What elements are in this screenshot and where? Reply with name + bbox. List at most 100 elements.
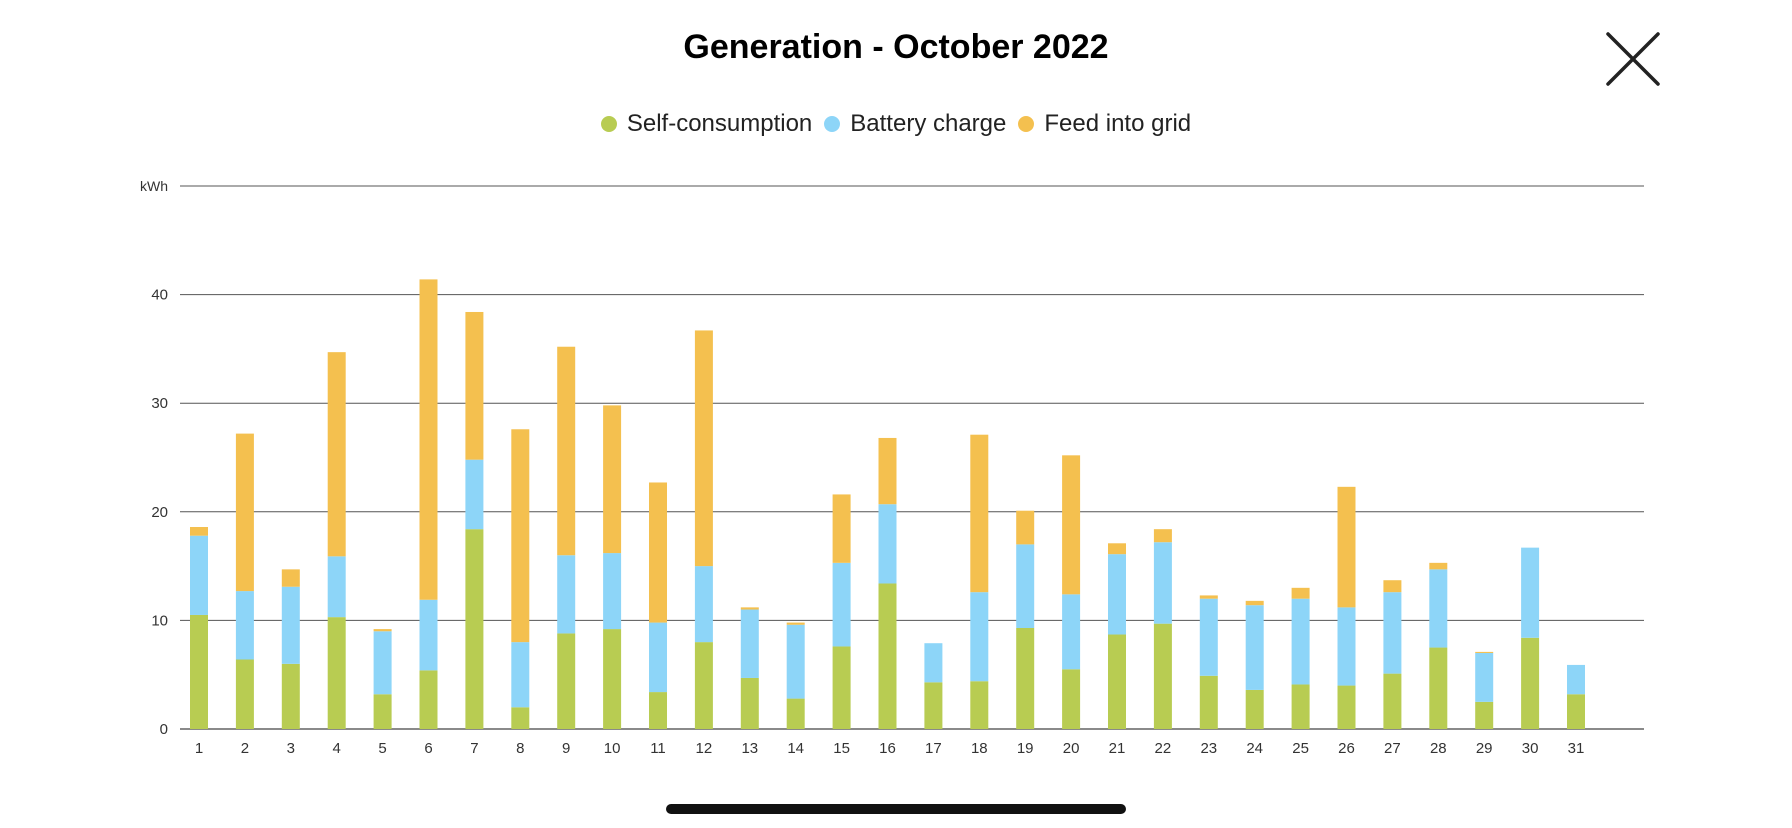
bar-10-series-1	[603, 553, 622, 630]
bar-8-series-0	[511, 707, 530, 729]
bar-24-series-0	[1245, 689, 1264, 729]
bar-4-series-0	[327, 617, 346, 729]
bar-30-series-0	[1521, 637, 1540, 729]
bar-15-series-1	[832, 562, 851, 647]
bar-18-series-0	[970, 681, 989, 729]
bar-14-series-0	[786, 698, 805, 729]
bar-19-series-2	[1016, 510, 1035, 545]
bar-27-series-2	[1383, 580, 1402, 593]
x-tick-label-18: 18	[971, 740, 988, 757]
x-tick-label-12: 12	[696, 740, 713, 757]
bar-12-series-2	[694, 330, 713, 567]
x-tick-label-14: 14	[787, 740, 804, 757]
bar-9-series-2	[557, 346, 576, 556]
bar-18-series-1	[970, 592, 989, 682]
bar-18-series-2	[970, 434, 989, 593]
bar-6-series-2	[419, 279, 438, 600]
bar-5-series-0	[373, 694, 392, 729]
bar-13-series-2	[740, 607, 759, 610]
x-tick-label-21: 21	[1109, 740, 1126, 757]
bar-15-series-0	[832, 646, 851, 729]
x-tick-label-28: 28	[1430, 740, 1447, 757]
bar-20-series-0	[1062, 669, 1081, 729]
x-tick-label-8: 8	[516, 740, 524, 757]
bar-8-series-2	[511, 429, 530, 643]
bar-19-series-0	[1016, 628, 1035, 729]
bar-25-series-1	[1291, 598, 1310, 685]
bar-27-series-0	[1383, 673, 1402, 729]
x-tick-label-16: 16	[879, 740, 896, 757]
bar-23-series-0	[1199, 675, 1218, 729]
bar-28-series-1	[1429, 569, 1448, 648]
x-tick-label-1: 1	[195, 740, 203, 757]
y-tick-label-40: 40	[151, 287, 168, 304]
bar-24-series-2	[1245, 600, 1264, 606]
x-tick-label-5: 5	[378, 740, 386, 757]
x-tick-label-29: 29	[1476, 740, 1493, 757]
bar-28-series-2	[1429, 562, 1448, 570]
legend-label-battery-charge: Battery charge	[850, 110, 1007, 137]
x-tick-label-20: 20	[1063, 740, 1080, 757]
bar-16-series-0	[878, 583, 897, 729]
x-tick-label-13: 13	[741, 740, 758, 757]
bar-11-series-0	[649, 692, 667, 729]
bar-4-series-1	[327, 556, 346, 618]
legend-dot-battery-charge	[824, 116, 841, 132]
x-tick-label-7: 7	[470, 740, 478, 757]
bar-19-series-1	[1016, 544, 1035, 629]
x-tick-label-17: 17	[925, 740, 942, 757]
chart-legend: Self-consumption Battery charge Feed int…	[0, 110, 1792, 138]
bar-8-series-1	[511, 642, 530, 708]
bar-20-series-2	[1062, 455, 1081, 595]
legend-label-feed-into-grid: Feed into grid	[1044, 110, 1192, 137]
legend-item-battery-charge: Battery charge	[824, 110, 1006, 138]
bar-25-series-0	[1291, 684, 1310, 729]
bar-5-series-2	[373, 629, 392, 632]
bar-5-series-1	[373, 631, 392, 695]
x-tick-label-9: 9	[562, 740, 570, 757]
bar-15-series-2	[832, 494, 851, 563]
bar-26-series-1	[1337, 607, 1356, 686]
close-button[interactable]	[1604, 30, 1662, 88]
bar-26-series-0	[1337, 685, 1356, 729]
bar-21-series-2	[1108, 543, 1126, 555]
bar-28-series-0	[1429, 647, 1448, 729]
bar-16-series-1	[878, 504, 897, 584]
home-indicator	[666, 804, 1126, 814]
bar-22-series-2	[1153, 529, 1172, 543]
x-tick-label-15: 15	[833, 740, 850, 757]
bar-16-series-2	[878, 437, 897, 505]
bar-12-series-1	[694, 566, 713, 643]
bar-12-series-0	[694, 642, 713, 729]
bar-3-series-2	[281, 569, 300, 587]
bar-11-series-2	[649, 482, 667, 623]
bar-23-series-2	[1199, 595, 1218, 599]
bar-14-series-1	[786, 624, 805, 699]
bar-31-series-0	[1567, 694, 1585, 729]
bar-25-series-2	[1291, 587, 1310, 599]
bar-21-series-0	[1108, 634, 1126, 729]
bar-30-series-1	[1521, 547, 1540, 638]
x-tick-label-27: 27	[1384, 740, 1401, 757]
bar-26-series-2	[1337, 486, 1356, 608]
bar-3-series-1	[281, 586, 300, 664]
bar-11-series-1	[649, 622, 667, 693]
x-tick-label-31: 31	[1568, 740, 1585, 757]
x-tick-label-3: 3	[287, 740, 295, 757]
y-axis-unit-label: kWh	[140, 178, 168, 194]
x-tick-label-26: 26	[1338, 740, 1355, 757]
bar-2-series-2	[235, 433, 254, 592]
bar-21-series-1	[1108, 554, 1126, 635]
bar-3-series-0	[281, 663, 300, 729]
bar-6-series-0	[419, 670, 438, 729]
x-tick-label-2: 2	[241, 740, 249, 757]
bar-29-series-1	[1475, 652, 1494, 702]
bar-14-series-2	[786, 622, 805, 625]
bar-23-series-1	[1199, 598, 1218, 676]
legend-dot-self-consumption	[600, 116, 617, 132]
bar-29-series-0	[1475, 701, 1494, 729]
bar-2-series-0	[235, 659, 254, 729]
chart-title: Generation - October 2022	[683, 28, 1109, 66]
x-tick-label-23: 23	[1200, 740, 1217, 757]
